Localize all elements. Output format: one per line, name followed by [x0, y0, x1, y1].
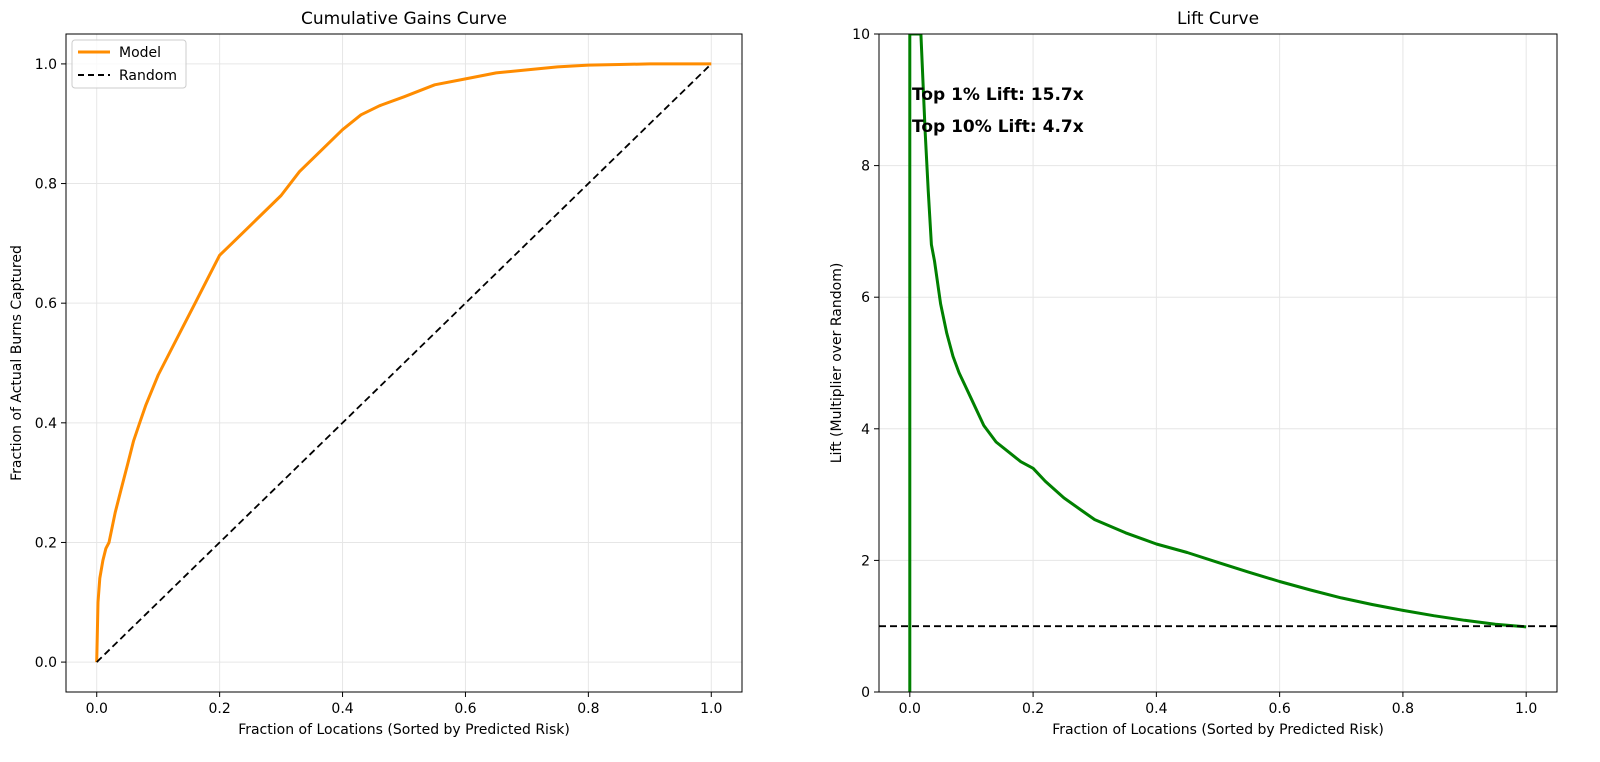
gains-y-tick-label: 1.0 [35, 57, 57, 73]
gains-y-axis-label: Fraction of Actual Burns Captured [9, 245, 25, 481]
legend-random-label: Random [119, 68, 177, 84]
lift-axes-frame [878, 33, 1558, 693]
lift-y-tick-label: 0 [861, 685, 870, 701]
lift-annotation-top1: Top 1% Lift: 15.7x [912, 85, 1084, 105]
lift-y-tick-label: 2 [861, 553, 870, 569]
lift-x-tick-label: 0.2 [1022, 701, 1044, 717]
legend-model-label: Model [119, 45, 161, 61]
lift-x-tick-label: 0.6 [1269, 701, 1291, 717]
lift-x-tick-label: 0.8 [1392, 701, 1414, 717]
gains-x-axis-label: Fraction of Locations (Sorted by Predict… [238, 722, 570, 738]
lift-y-tick-label: 8 [861, 159, 870, 175]
gains-axes-frame [65, 33, 743, 693]
lift-series-lift-line [908, 34, 1527, 692]
gains-x-tick-label: 0.8 [577, 701, 599, 717]
lift-x-axis-label: Fraction of Locations (Sorted by Predict… [1052, 722, 1384, 738]
gains-y-tick-label: 0.2 [35, 535, 57, 551]
lift-annotation-top10: Top 10% Lift: 4.7x [912, 117, 1084, 137]
gains-y-tick-label: 0.0 [35, 655, 57, 671]
gains-chart-title: Cumulative Gains Curve [301, 9, 507, 29]
gains-series [95, 62, 712, 663]
lift-y-tick-label: 4 [861, 422, 870, 438]
lift-y-tick-label: 6 [861, 290, 870, 306]
lift-chart-title: Lift Curve [1177, 9, 1259, 29]
gains-chart-panel: Cumulative Gains Curve 0.0 0.2 0.4 0.6 0.8 1.… [9, 9, 743, 738]
gains-x-tick-label: 1.0 [700, 701, 722, 717]
gains-series-model-line [95, 62, 712, 663]
lift-series [879, 34, 1557, 692]
lift-x-tick-label: 0.0 [899, 701, 921, 717]
gains-ticks: 0.0 0.2 0.4 0.6 0.8 1.0 0.0 0.2 0.4 0.6 0.8 1.0 [35, 57, 723, 717]
gains-y-tick-label: 0.6 [35, 296, 57, 312]
lift-y-axis-label: Lift (Multiplier over Random) [829, 263, 845, 464]
gains-x-tick-label: 0.0 [86, 701, 108, 717]
lift-chart-panel: Lift Curve 0.0 0.2 0.4 0.6 0.8 1.0 0 2 4 6 8 10 Fra… [829, 9, 1558, 738]
gains-y-tick-label: 0.4 [35, 416, 57, 432]
lift-x-tick-label: 1.0 [1515, 701, 1537, 717]
gains-legend: Model Random [71, 39, 187, 89]
gains-x-tick-label: 0.6 [454, 701, 476, 717]
lift-y-tick-label: 10 [852, 27, 870, 43]
gains-x-tick-label: 0.4 [331, 701, 353, 717]
lift-x-tick-label: 0.4 [1145, 701, 1167, 717]
gains-y-tick-label: 0.8 [35, 177, 57, 193]
lift-ticks: 0.0 0.2 0.4 0.6 0.8 1.0 0 2 4 6 8 10 [852, 27, 1537, 717]
gains-x-tick-label: 0.2 [209, 701, 231, 717]
